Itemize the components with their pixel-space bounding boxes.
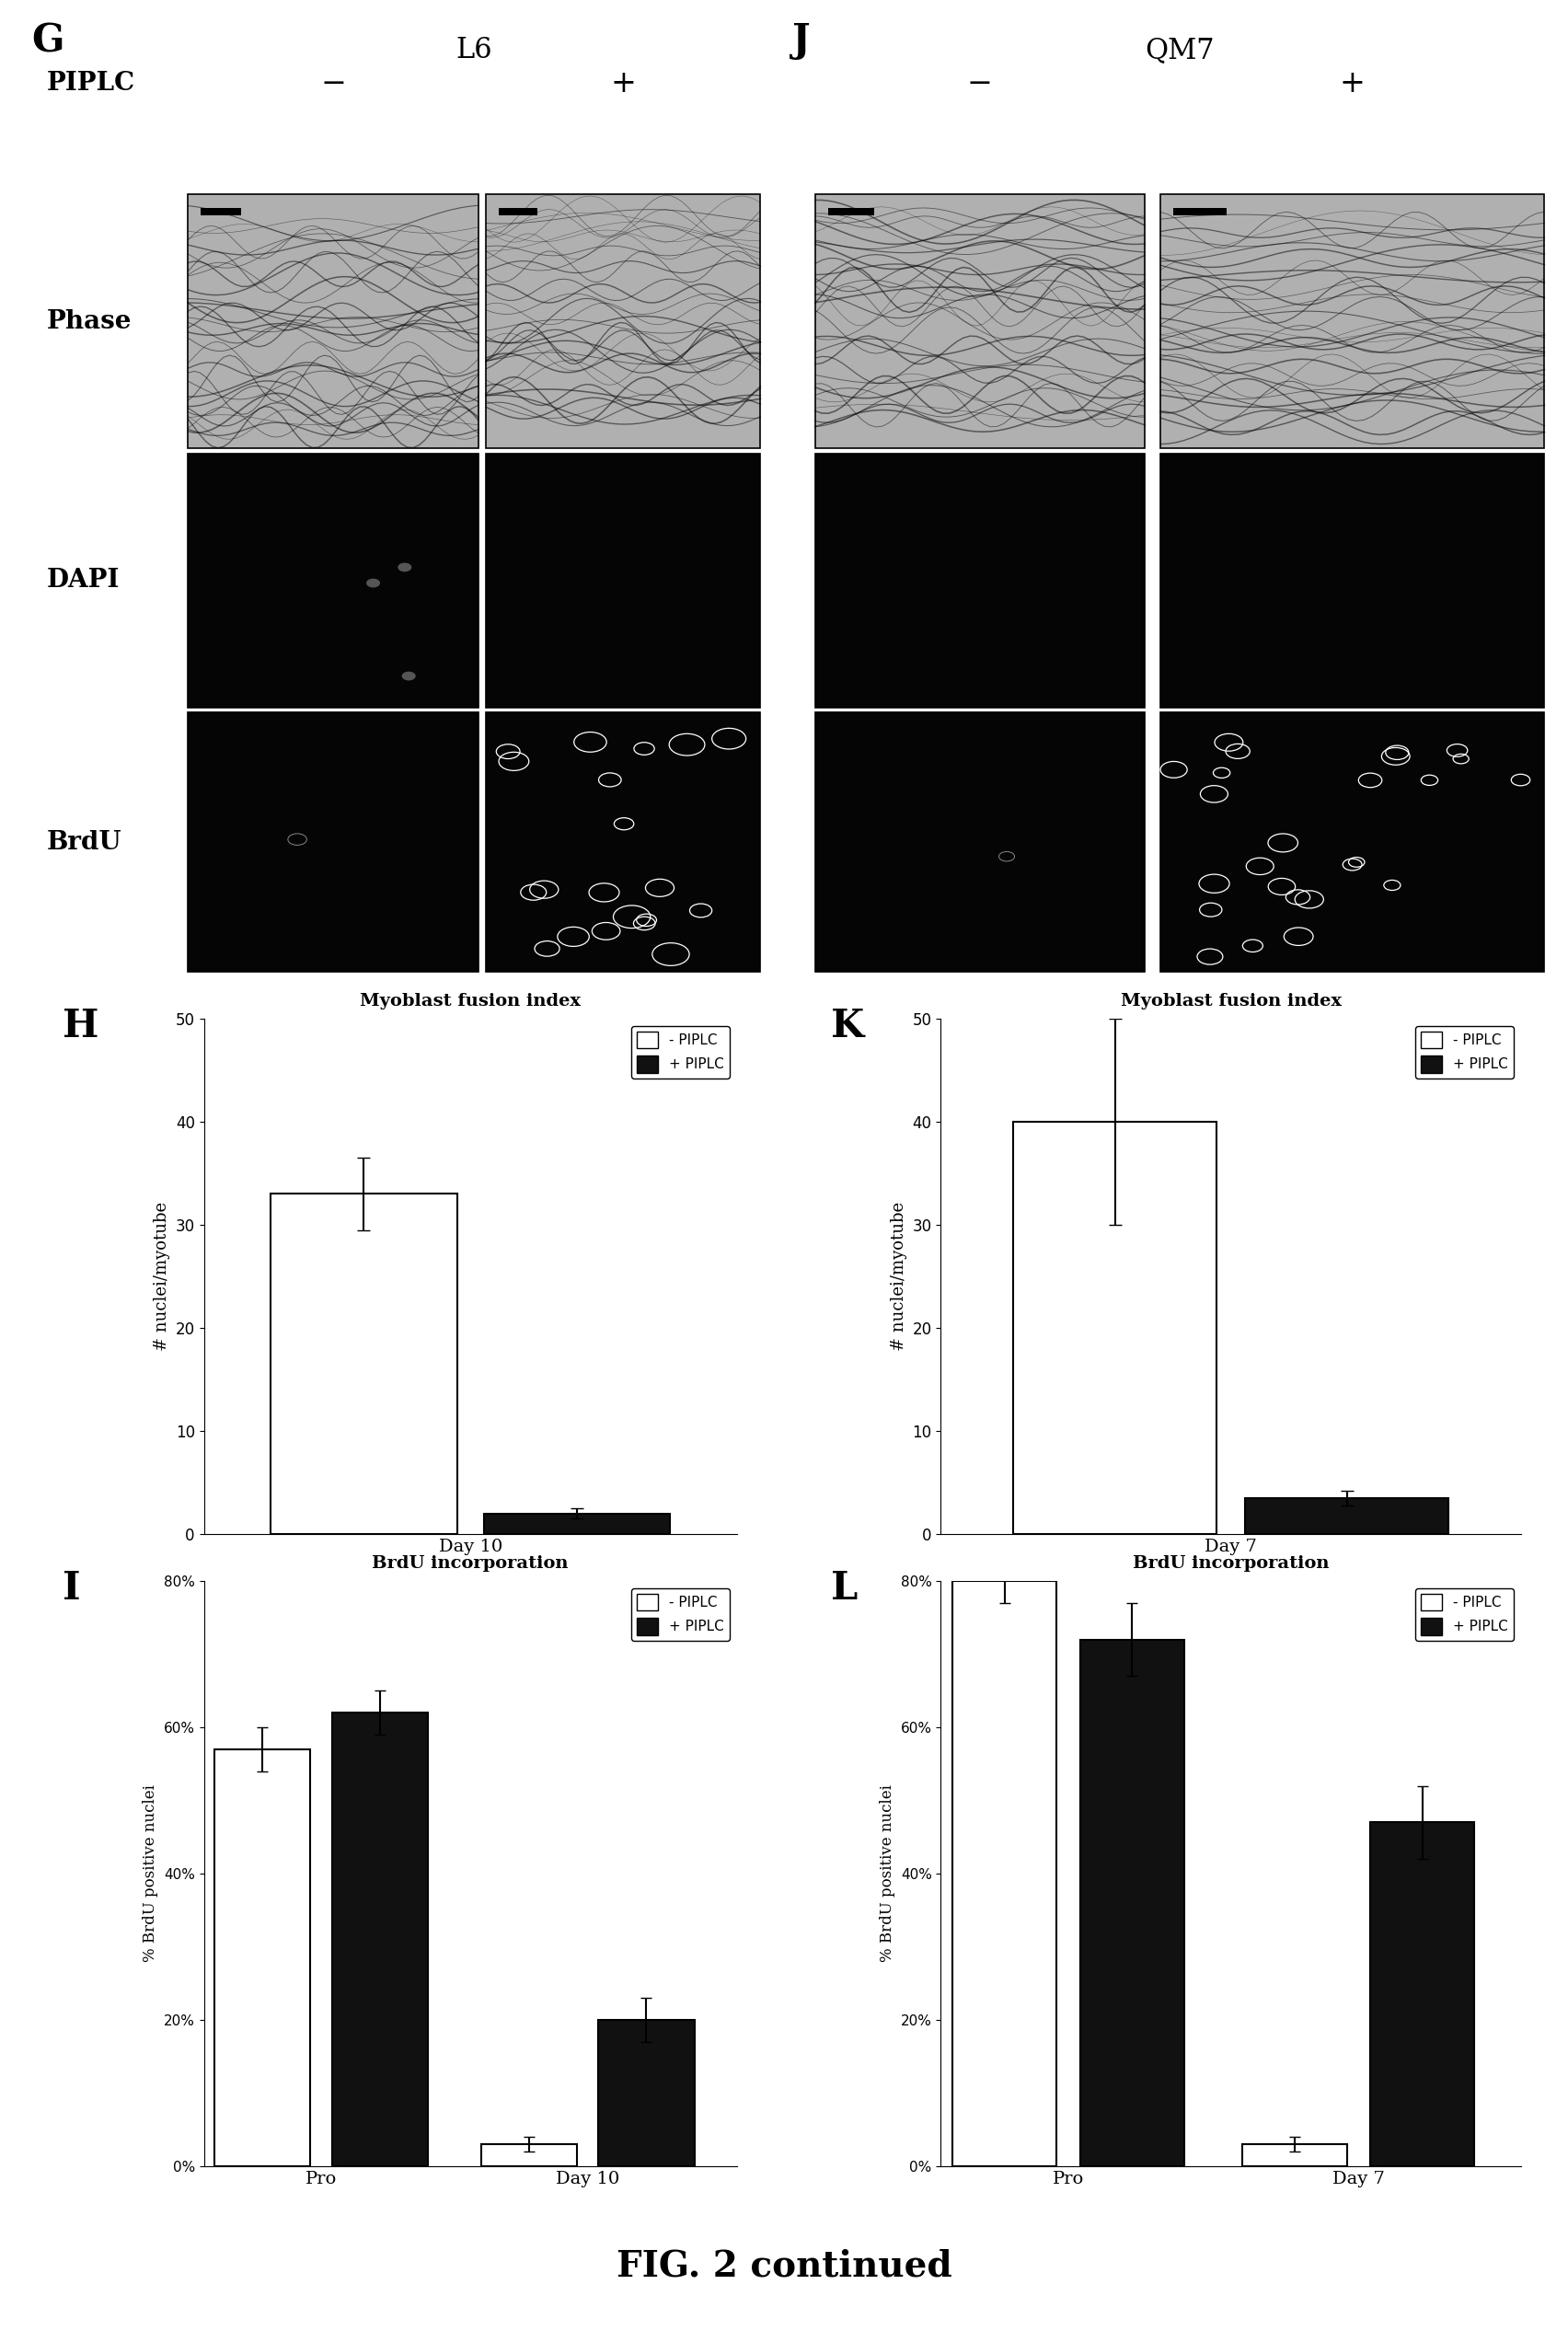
Bar: [1370, 1822, 1474, 2166]
Y-axis label: # nuclei/myotube: # nuclei/myotube: [154, 1201, 171, 1351]
Text: +: +: [610, 68, 637, 98]
Title: Myoblast fusion index: Myoblast fusion index: [1121, 993, 1341, 1009]
Bar: [485, 1513, 671, 1534]
Text: BrdU: BrdU: [47, 829, 122, 855]
Bar: [815, 454, 1145, 707]
Bar: [332, 1712, 428, 2166]
Text: FIG. 2 continued: FIG. 2 continued: [616, 2248, 952, 2283]
Bar: [499, 208, 536, 215]
Bar: [486, 194, 760, 450]
Text: J: J: [792, 21, 811, 61]
Bar: [486, 712, 760, 972]
Bar: [1173, 208, 1226, 215]
Bar: [1160, 712, 1544, 972]
Circle shape: [403, 672, 416, 679]
Bar: [1160, 194, 1544, 450]
Bar: [815, 712, 1145, 972]
Y-axis label: % BrdU positive nuclei: % BrdU positive nuclei: [880, 1785, 895, 1963]
Bar: [481, 2145, 577, 2166]
Bar: [201, 208, 241, 215]
Text: −: −: [320, 68, 347, 98]
Bar: [828, 208, 873, 215]
Text: I: I: [63, 1569, 80, 1609]
Text: K: K: [831, 1007, 864, 1047]
Text: L: L: [831, 1569, 858, 1609]
Legend: - PIPLC, + PIPLC: - PIPLC, + PIPLC: [632, 1026, 731, 1077]
Text: −: −: [967, 68, 993, 98]
Bar: [188, 454, 478, 707]
Text: QM7: QM7: [1145, 35, 1215, 63]
Legend: - PIPLC, + PIPLC: - PIPLC, + PIPLC: [1416, 1026, 1515, 1077]
Title: Myoblast fusion index: Myoblast fusion index: [361, 993, 580, 1009]
Text: +: +: [1339, 68, 1366, 98]
Text: H: H: [63, 1007, 99, 1047]
Bar: [1245, 1499, 1449, 1534]
Bar: [215, 1749, 310, 2166]
Title: BrdU incorporation: BrdU incorporation: [1132, 1555, 1330, 1571]
Y-axis label: % BrdU positive nuclei: % BrdU positive nuclei: [143, 1785, 158, 1963]
Bar: [815, 194, 1145, 450]
Circle shape: [398, 564, 411, 571]
Title: BrdU incorporation: BrdU incorporation: [372, 1555, 569, 1571]
Circle shape: [367, 578, 379, 588]
Bar: [952, 1581, 1057, 2166]
Legend: - PIPLC, + PIPLC: - PIPLC, + PIPLC: [632, 1588, 731, 1639]
Text: PIPLC: PIPLC: [47, 70, 135, 96]
Bar: [486, 454, 760, 707]
Bar: [1080, 1639, 1184, 2166]
Bar: [1160, 454, 1544, 707]
Bar: [1242, 2145, 1347, 2166]
Bar: [188, 194, 478, 450]
Text: Phase: Phase: [47, 309, 132, 335]
Text: DAPI: DAPI: [47, 569, 121, 593]
Bar: [599, 2019, 695, 2166]
Bar: [188, 712, 478, 972]
Bar: [1013, 1122, 1217, 1534]
Text: G: G: [31, 21, 64, 61]
Legend: - PIPLC, + PIPLC: - PIPLC, + PIPLC: [1416, 1588, 1515, 1639]
Bar: [271, 1194, 458, 1534]
Y-axis label: # nuclei/myotube: # nuclei/myotube: [891, 1201, 908, 1351]
Text: L6: L6: [456, 35, 492, 63]
